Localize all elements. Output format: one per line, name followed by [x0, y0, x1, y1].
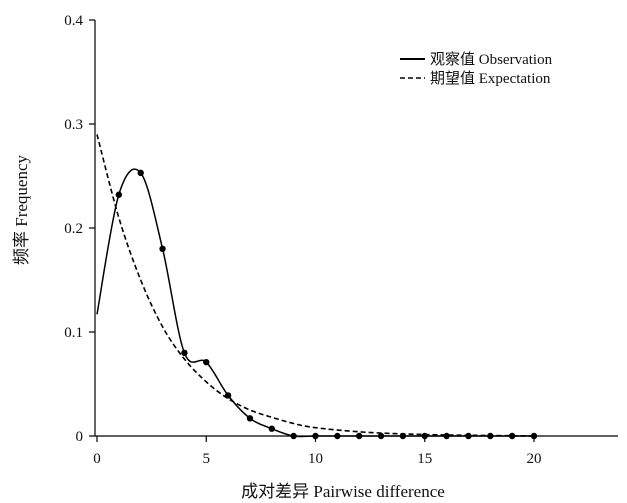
data-point [530, 432, 538, 440]
x-tick-label: 15 [417, 451, 432, 467]
y-axis-title: 频率 Frequency [12, 155, 31, 266]
series-layer [96, 134, 538, 440]
data-point [246, 415, 254, 422]
x-axis-title: 成对差异 Pairwise difference [241, 482, 445, 501]
series-line [96, 168, 534, 438]
data-point [181, 349, 188, 356]
y-tick-label: 0.3 [64, 117, 83, 133]
data-point [356, 432, 363, 440]
x-tick-label: 10 [308, 451, 323, 467]
data-point [443, 432, 450, 440]
legend-label-observation: 观察值 Observation [430, 50, 553, 68]
y-tick-label: 0.1 [64, 325, 83, 341]
data-point [203, 358, 210, 366]
series-observation [96, 168, 538, 440]
legend-label-expectation: 期望值 Expectation [430, 70, 551, 87]
data-point [159, 245, 166, 252]
x-tick-label: 5 [203, 451, 211, 467]
data-point [312, 432, 319, 440]
legend: 观察值 Observation 期望值 Expectation [400, 50, 553, 87]
x-tick-label: 0 [93, 451, 101, 467]
data-point [115, 191, 123, 198]
y-tick-label: 0.2 [64, 221, 83, 237]
y-ticks: 0 0.1 0.2 0.3 0.4 [64, 13, 95, 445]
y-tick-label: 0 [76, 429, 84, 445]
data-point [377, 432, 385, 440]
series-expectation [96, 134, 535, 437]
data-point [508, 432, 516, 440]
data-point [268, 425, 275, 432]
y-tick-label: 0.4 [64, 13, 83, 29]
x-tick-label: 20 [527, 451, 542, 467]
x-ticks: 0 5 10 15 20 [93, 436, 542, 467]
data-point [290, 432, 297, 440]
series-line [96, 134, 535, 437]
data-point [334, 432, 341, 440]
data-point [137, 169, 144, 177]
